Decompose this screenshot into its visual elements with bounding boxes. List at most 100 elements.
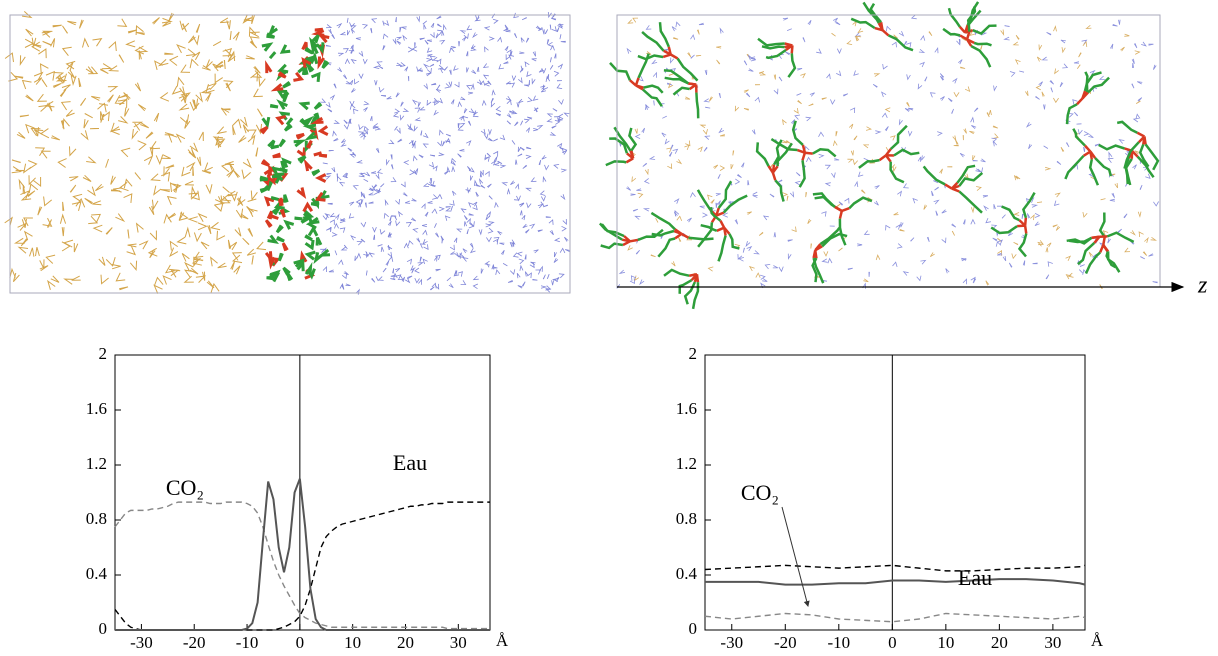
molecule <box>86 156 97 164</box>
molecule <box>267 234 279 245</box>
molecule <box>524 229 530 234</box>
molecule <box>247 134 256 145</box>
y-tick-label: 1.6 <box>86 399 107 418</box>
molecule <box>518 77 523 84</box>
molecule <box>922 165 946 186</box>
molecule <box>782 192 789 197</box>
molecule <box>414 277 420 284</box>
molecule <box>628 127 638 152</box>
molecule <box>638 76 644 82</box>
molecule <box>276 99 288 110</box>
molecule <box>181 253 190 262</box>
molecule <box>441 141 446 147</box>
molecule <box>143 155 154 165</box>
molecule <box>910 237 915 242</box>
molecule <box>798 160 806 188</box>
molecule <box>302 66 309 76</box>
molecule <box>472 204 478 211</box>
molecule <box>352 151 357 157</box>
molecule <box>1123 141 1140 169</box>
molecule <box>269 103 279 109</box>
molecule <box>1123 213 1128 219</box>
molecule <box>1011 253 1017 260</box>
molecule <box>233 265 241 275</box>
molecule <box>672 86 690 96</box>
molecule <box>549 57 552 63</box>
molecule <box>752 195 758 198</box>
molecule <box>652 71 657 78</box>
molecule <box>521 214 526 221</box>
molecule <box>437 29 443 36</box>
molecule <box>762 215 769 221</box>
molecule <box>430 22 435 28</box>
molecule <box>383 20 390 27</box>
molecule <box>329 212 336 218</box>
molecule <box>328 28 332 35</box>
molecule <box>483 26 490 31</box>
molecule <box>453 270 460 277</box>
molecule <box>462 257 469 262</box>
molecule <box>251 255 254 265</box>
molecule <box>991 137 998 143</box>
molecule <box>847 267 853 270</box>
molecule <box>52 82 62 88</box>
molecule <box>1134 150 1140 155</box>
molecule <box>119 286 129 291</box>
molecule <box>347 30 351 36</box>
molecule <box>387 244 390 251</box>
molecule <box>1065 255 1072 261</box>
molecule <box>203 162 213 173</box>
molecule <box>153 284 163 294</box>
molecule <box>482 74 489 80</box>
molecule <box>728 233 740 250</box>
molecule <box>439 67 446 74</box>
molecule <box>457 101 463 108</box>
molecule <box>189 101 200 112</box>
molecule <box>746 245 753 252</box>
molecule <box>700 223 718 232</box>
molecule <box>450 46 456 49</box>
molecule <box>784 44 793 49</box>
molecule <box>214 73 223 84</box>
molecule <box>758 231 764 236</box>
molecule <box>360 199 364 205</box>
molecule <box>33 71 44 81</box>
molecule <box>126 246 137 256</box>
molecule <box>485 223 492 228</box>
molecule <box>264 219 273 228</box>
molecule <box>70 75 77 87</box>
molecule <box>1077 241 1096 266</box>
molecule <box>542 274 546 280</box>
molecule <box>364 129 368 135</box>
molecule <box>422 143 429 149</box>
molecule <box>698 22 704 26</box>
z-axis-label: z <box>1197 273 1208 299</box>
molecule <box>53 72 65 79</box>
molecule <box>526 146 532 150</box>
molecule <box>1073 61 1080 64</box>
molecule <box>73 243 79 253</box>
molecule <box>457 123 460 129</box>
molecule <box>1107 238 1111 244</box>
molecule <box>515 183 520 190</box>
molecule <box>242 158 252 169</box>
molecule <box>178 103 190 111</box>
molecule <box>59 213 67 224</box>
molecule <box>632 17 639 23</box>
molecule <box>990 225 1018 235</box>
molecule <box>1089 151 1094 160</box>
molecule <box>518 258 525 265</box>
molecule <box>754 96 760 103</box>
molecule <box>800 72 806 79</box>
molecule <box>247 208 258 218</box>
molecule <box>390 274 396 277</box>
molecule <box>153 112 160 122</box>
molecule <box>546 274 550 280</box>
molecule <box>537 229 543 233</box>
molecule <box>108 40 117 52</box>
molecule <box>1028 143 1033 150</box>
molecule <box>373 189 380 195</box>
molecule <box>1046 242 1052 248</box>
molecule <box>969 30 976 37</box>
molecule <box>419 37 425 41</box>
